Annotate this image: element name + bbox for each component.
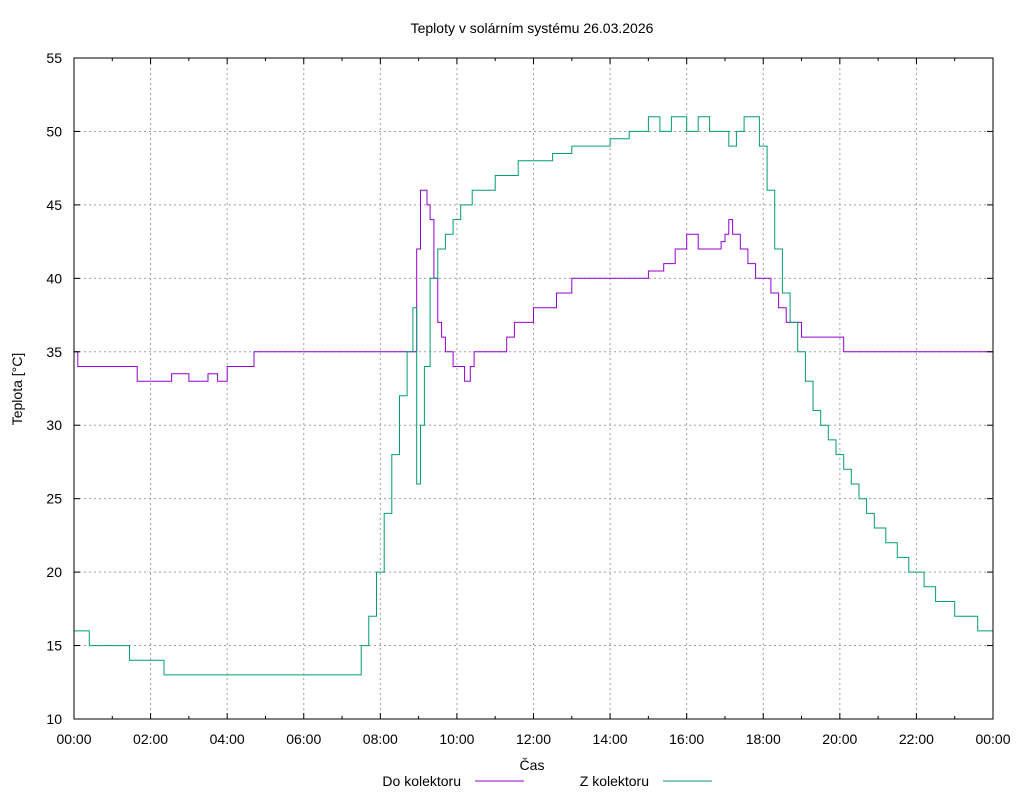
x-tick-label: 04:00 <box>210 731 245 747</box>
grid-lines <box>74 58 993 719</box>
legend: Do kolektoru Z kolektoru <box>382 773 712 789</box>
x-tick-label: 00:00 <box>56 731 91 747</box>
chart-title: Teploty v solárním systému 26.03.2026 <box>411 20 654 36</box>
y-tick-label: 30 <box>46 417 62 433</box>
y-tick-label: 15 <box>46 638 62 654</box>
y-tick-label: 40 <box>46 270 62 286</box>
x-tick-label: 18:00 <box>746 731 781 747</box>
x-tick-label: 10:00 <box>439 731 474 747</box>
y-tick-label: 20 <box>46 564 62 580</box>
y-tick-label: 25 <box>46 491 62 507</box>
x-tick-label: 08:00 <box>363 731 398 747</box>
y-tick-label: 55 <box>46 50 62 66</box>
x-tick-label: 12:00 <box>516 731 551 747</box>
axis-ticks: 10 15 20 25 30 35 40 45 50 55 00:00 02:00 04:00 06:00… <box>46 50 1010 747</box>
series-line-0 <box>74 189 993 382</box>
x-tick-label: 16:00 <box>669 731 704 747</box>
x-tick-label: 20:00 <box>822 731 857 747</box>
y-tick-label: 45 <box>46 197 62 213</box>
series-lines <box>74 116 994 676</box>
legend-label: Do kolektoru <box>382 773 461 789</box>
y-tick-label: 50 <box>46 123 62 139</box>
y-axis-label: Teplota [°C] <box>9 353 25 426</box>
y-tick-label: 35 <box>46 344 62 360</box>
x-tick-label: 02:00 <box>133 731 168 747</box>
series-line-1 <box>74 116 994 676</box>
x-tick-label: 06:00 <box>286 731 321 747</box>
x-tick-label: 14:00 <box>593 731 628 747</box>
x-tick-label: 22:00 <box>899 731 934 747</box>
y-tick-label: 10 <box>46 711 62 727</box>
x-axis-label: Čas <box>520 757 545 773</box>
x-tick-label: 00:00 <box>975 731 1010 747</box>
legend-label: Z kolektoru <box>580 773 649 789</box>
